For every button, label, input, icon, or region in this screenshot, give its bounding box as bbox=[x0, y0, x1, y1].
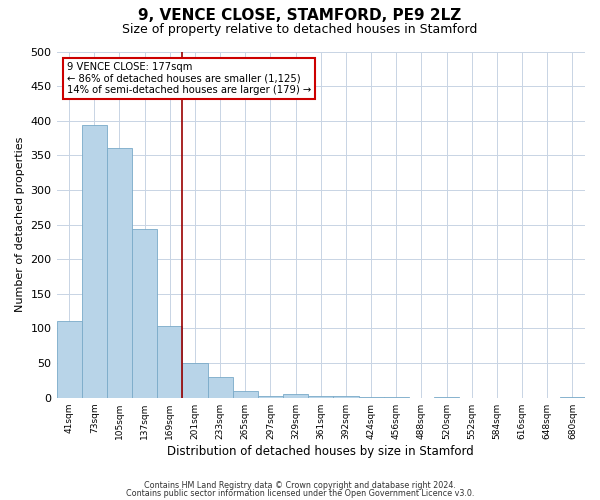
Text: 9 VENCE CLOSE: 177sqm
← 86% of detached houses are smaller (1,125)
14% of semi-d: 9 VENCE CLOSE: 177sqm ← 86% of detached … bbox=[67, 62, 311, 95]
Bar bbox=[208, 377, 233, 398]
Bar bbox=[233, 392, 258, 398]
Bar bbox=[359, 397, 383, 398]
Text: 9, VENCE CLOSE, STAMFORD, PE9 2LZ: 9, VENCE CLOSE, STAMFORD, PE9 2LZ bbox=[139, 8, 461, 22]
Text: Contains public sector information licensed under the Open Government Licence v3: Contains public sector information licen… bbox=[126, 488, 474, 498]
Bar bbox=[434, 397, 459, 398]
Bar bbox=[132, 229, 157, 398]
Bar bbox=[82, 125, 107, 398]
Bar bbox=[308, 396, 334, 398]
X-axis label: Distribution of detached houses by size in Stamford: Distribution of detached houses by size … bbox=[167, 444, 474, 458]
Bar bbox=[560, 397, 585, 398]
Bar bbox=[334, 396, 359, 398]
Bar bbox=[157, 326, 182, 398]
Bar bbox=[383, 397, 409, 398]
Text: Size of property relative to detached houses in Stamford: Size of property relative to detached ho… bbox=[122, 22, 478, 36]
Bar bbox=[107, 148, 132, 398]
Bar bbox=[283, 394, 308, 398]
Bar bbox=[258, 396, 283, 398]
Y-axis label: Number of detached properties: Number of detached properties bbox=[15, 137, 25, 312]
Bar bbox=[182, 363, 208, 398]
Text: Contains HM Land Registry data © Crown copyright and database right 2024.: Contains HM Land Registry data © Crown c… bbox=[144, 481, 456, 490]
Bar bbox=[56, 321, 82, 398]
